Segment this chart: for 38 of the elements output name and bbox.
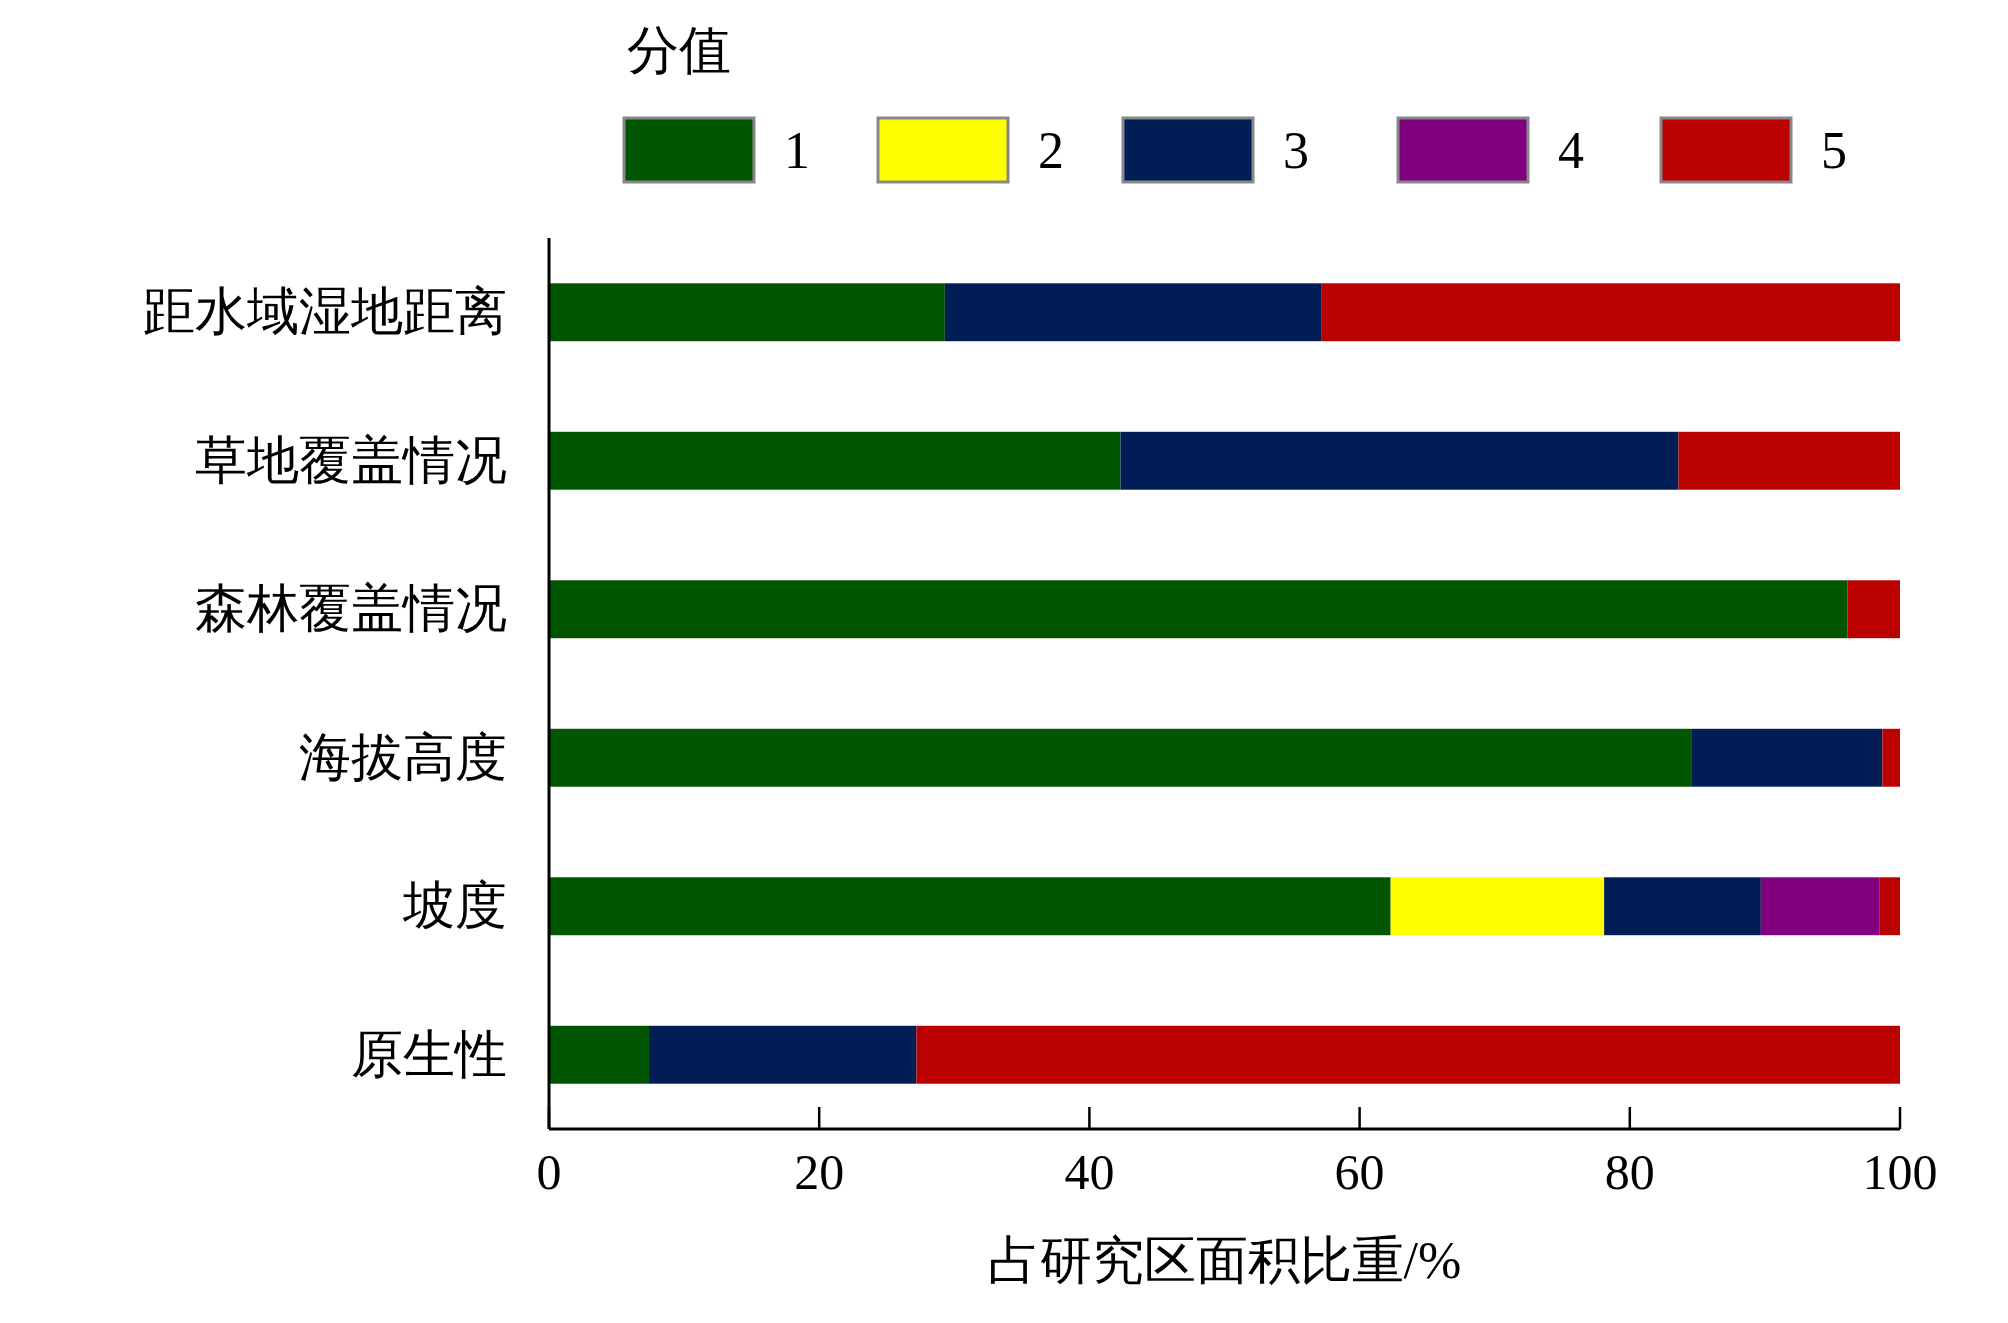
bar [1760, 877, 1880, 936]
bar [1321, 283, 1900, 342]
x-tick-label: 100 [1862, 1144, 1938, 1200]
bar [549, 431, 1121, 490]
bar [1390, 877, 1605, 936]
y-tick-label: 草地覆盖情况 [195, 431, 507, 489]
bar [1879, 877, 1900, 936]
bar [944, 283, 1322, 342]
bar [549, 1025, 649, 1084]
y-tick-label: 海拔高度 [299, 728, 507, 786]
bar [549, 283, 945, 342]
x-axis-title: 占研究区面积比重/% [987, 1232, 1462, 1289]
legend-title: 分值 [627, 22, 731, 79]
y-tick-label: 原生性 [351, 1025, 507, 1083]
legend-label: 5 [1821, 122, 1847, 179]
bar [1847, 580, 1900, 639]
x-tick-label: 0 [536, 1144, 562, 1200]
bar [648, 1025, 917, 1084]
y-tick-label: 森林覆盖情况 [195, 580, 507, 638]
bar [1882, 728, 1900, 787]
x-tick-label: 20 [794, 1144, 845, 1200]
bar [549, 728, 1692, 787]
bar [549, 580, 1848, 639]
x-tick-label: 60 [1334, 1144, 1385, 1200]
y-tick-label: 距水域湿地距离 [143, 283, 507, 341]
bar [1604, 877, 1761, 936]
legend-label: 4 [1558, 122, 1584, 179]
x-tick-label: 80 [1604, 1144, 1655, 1200]
bar [1691, 728, 1883, 787]
bar [549, 877, 1391, 936]
y-tick-label: 坡度 [402, 877, 507, 935]
bar [1120, 431, 1679, 490]
legend-label: 2 [1038, 122, 1064, 179]
legend-label: 1 [784, 122, 810, 179]
bar [916, 1025, 1900, 1084]
bar [1678, 431, 1900, 490]
legend-label: 3 [1283, 122, 1309, 179]
x-tick-label: 40 [1064, 1144, 1115, 1200]
